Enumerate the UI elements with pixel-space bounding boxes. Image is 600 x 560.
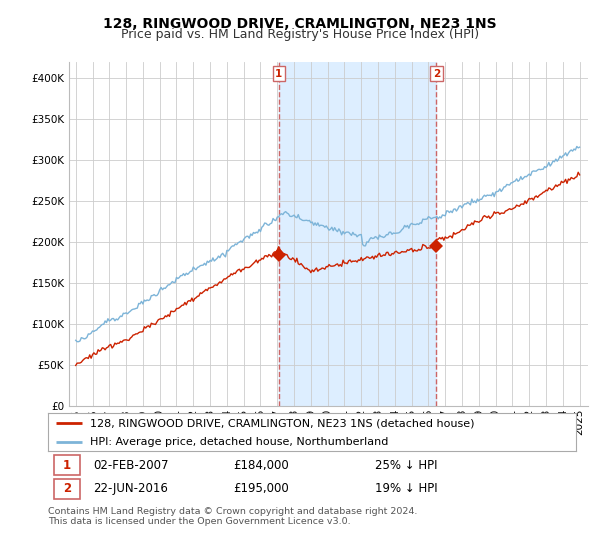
- Text: 2: 2: [433, 69, 440, 78]
- Text: Contains HM Land Registry data © Crown copyright and database right 2024.
This d: Contains HM Land Registry data © Crown c…: [48, 507, 418, 526]
- Text: 1: 1: [63, 459, 71, 472]
- FancyBboxPatch shape: [55, 479, 80, 498]
- Text: £195,000: £195,000: [233, 483, 289, 496]
- Bar: [279, 62, 436, 406]
- Text: 19% ↓ HPI: 19% ↓ HPI: [376, 483, 438, 496]
- Text: HPI: Average price, detached house, Northumberland: HPI: Average price, detached house, Nort…: [90, 437, 389, 447]
- Text: £184,000: £184,000: [233, 459, 289, 472]
- Text: 1: 1: [275, 69, 283, 78]
- Text: Price paid vs. HM Land Registry's House Price Index (HPI): Price paid vs. HM Land Registry's House …: [121, 28, 479, 41]
- Text: 2: 2: [63, 483, 71, 496]
- Text: 128, RINGWOOD DRIVE, CRAMLINGTON, NE23 1NS: 128, RINGWOOD DRIVE, CRAMLINGTON, NE23 1…: [103, 17, 497, 31]
- FancyBboxPatch shape: [55, 455, 80, 475]
- Text: 02-FEB-2007: 02-FEB-2007: [93, 459, 169, 472]
- Text: 22-JUN-2016: 22-JUN-2016: [93, 483, 168, 496]
- Text: 25% ↓ HPI: 25% ↓ HPI: [376, 459, 438, 472]
- Text: 128, RINGWOOD DRIVE, CRAMLINGTON, NE23 1NS (detached house): 128, RINGWOOD DRIVE, CRAMLINGTON, NE23 1…: [90, 418, 475, 428]
